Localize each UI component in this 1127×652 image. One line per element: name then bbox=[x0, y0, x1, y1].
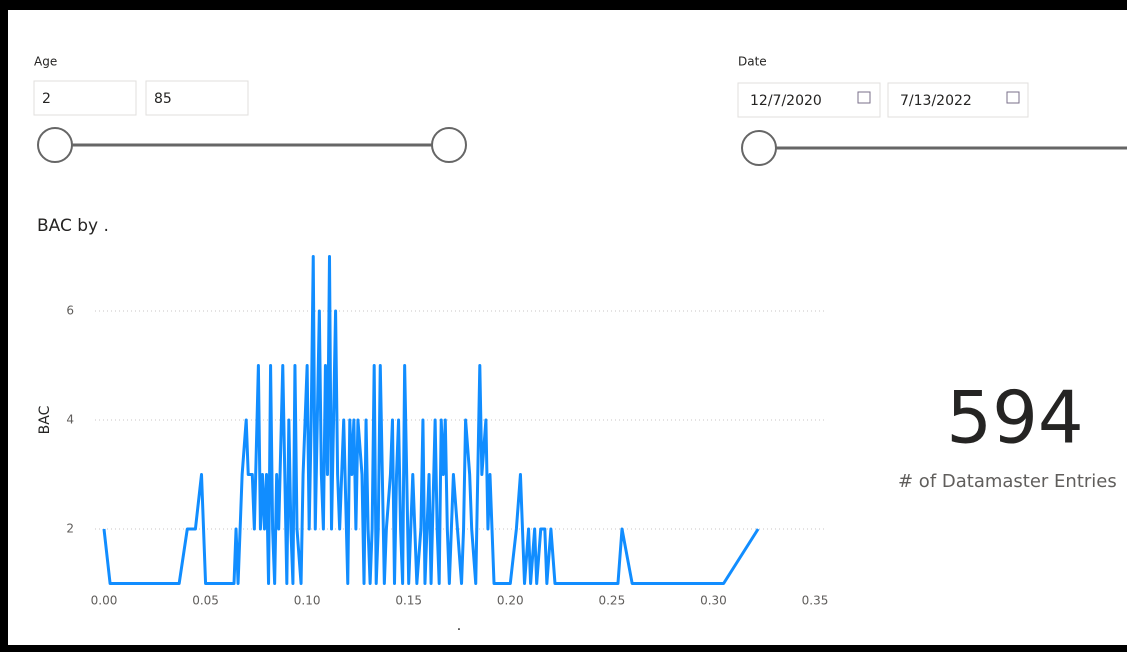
card-label: # of Datamaster Entries bbox=[898, 471, 1117, 492]
card-value: 594 bbox=[946, 376, 1083, 460]
x-tick-label: 0.15 bbox=[395, 594, 422, 608]
x-tick-label: 0.35 bbox=[802, 594, 829, 608]
x-tick-label: 0.05 bbox=[192, 594, 219, 608]
start-input[interactable] bbox=[737, 82, 881, 118]
slicer-title: Date bbox=[738, 55, 767, 69]
y-tick-label: 4 bbox=[66, 413, 74, 427]
max-value: 85 bbox=[154, 91, 172, 107]
x-tick-label: 0.10 bbox=[294, 594, 321, 608]
slider-handle[interactable] bbox=[431, 127, 467, 163]
y-axis-label: BAC bbox=[37, 405, 53, 434]
min-value: 2 bbox=[42, 91, 51, 107]
y-tick-label: 6 bbox=[66, 304, 74, 318]
end-input[interactable] bbox=[887, 82, 1029, 118]
calendar-icon[interactable] bbox=[857, 91, 871, 104]
x-tick-label: 0.25 bbox=[598, 594, 625, 608]
min-input[interactable] bbox=[33, 80, 137, 116]
slider-handle[interactable] bbox=[741, 130, 777, 166]
x-tick-label: 0.00 bbox=[91, 594, 118, 608]
slider-handle[interactable] bbox=[37, 127, 73, 163]
slicer-title: Age bbox=[34, 55, 57, 69]
x-tick-label: 0.20 bbox=[497, 594, 524, 608]
calendar-icon[interactable] bbox=[1006, 91, 1020, 104]
max-input[interactable] bbox=[145, 80, 249, 116]
y-tick-label: 2 bbox=[66, 522, 74, 536]
chart-title: BAC by . bbox=[37, 216, 109, 236]
data-line bbox=[102, 255, 760, 585]
x-tick-label: 0.30 bbox=[700, 594, 727, 608]
x-axis-label: . bbox=[457, 618, 461, 634]
end-value: 7/13/2022 bbox=[900, 93, 972, 109]
start-value: 12/7/2020 bbox=[750, 93, 822, 109]
